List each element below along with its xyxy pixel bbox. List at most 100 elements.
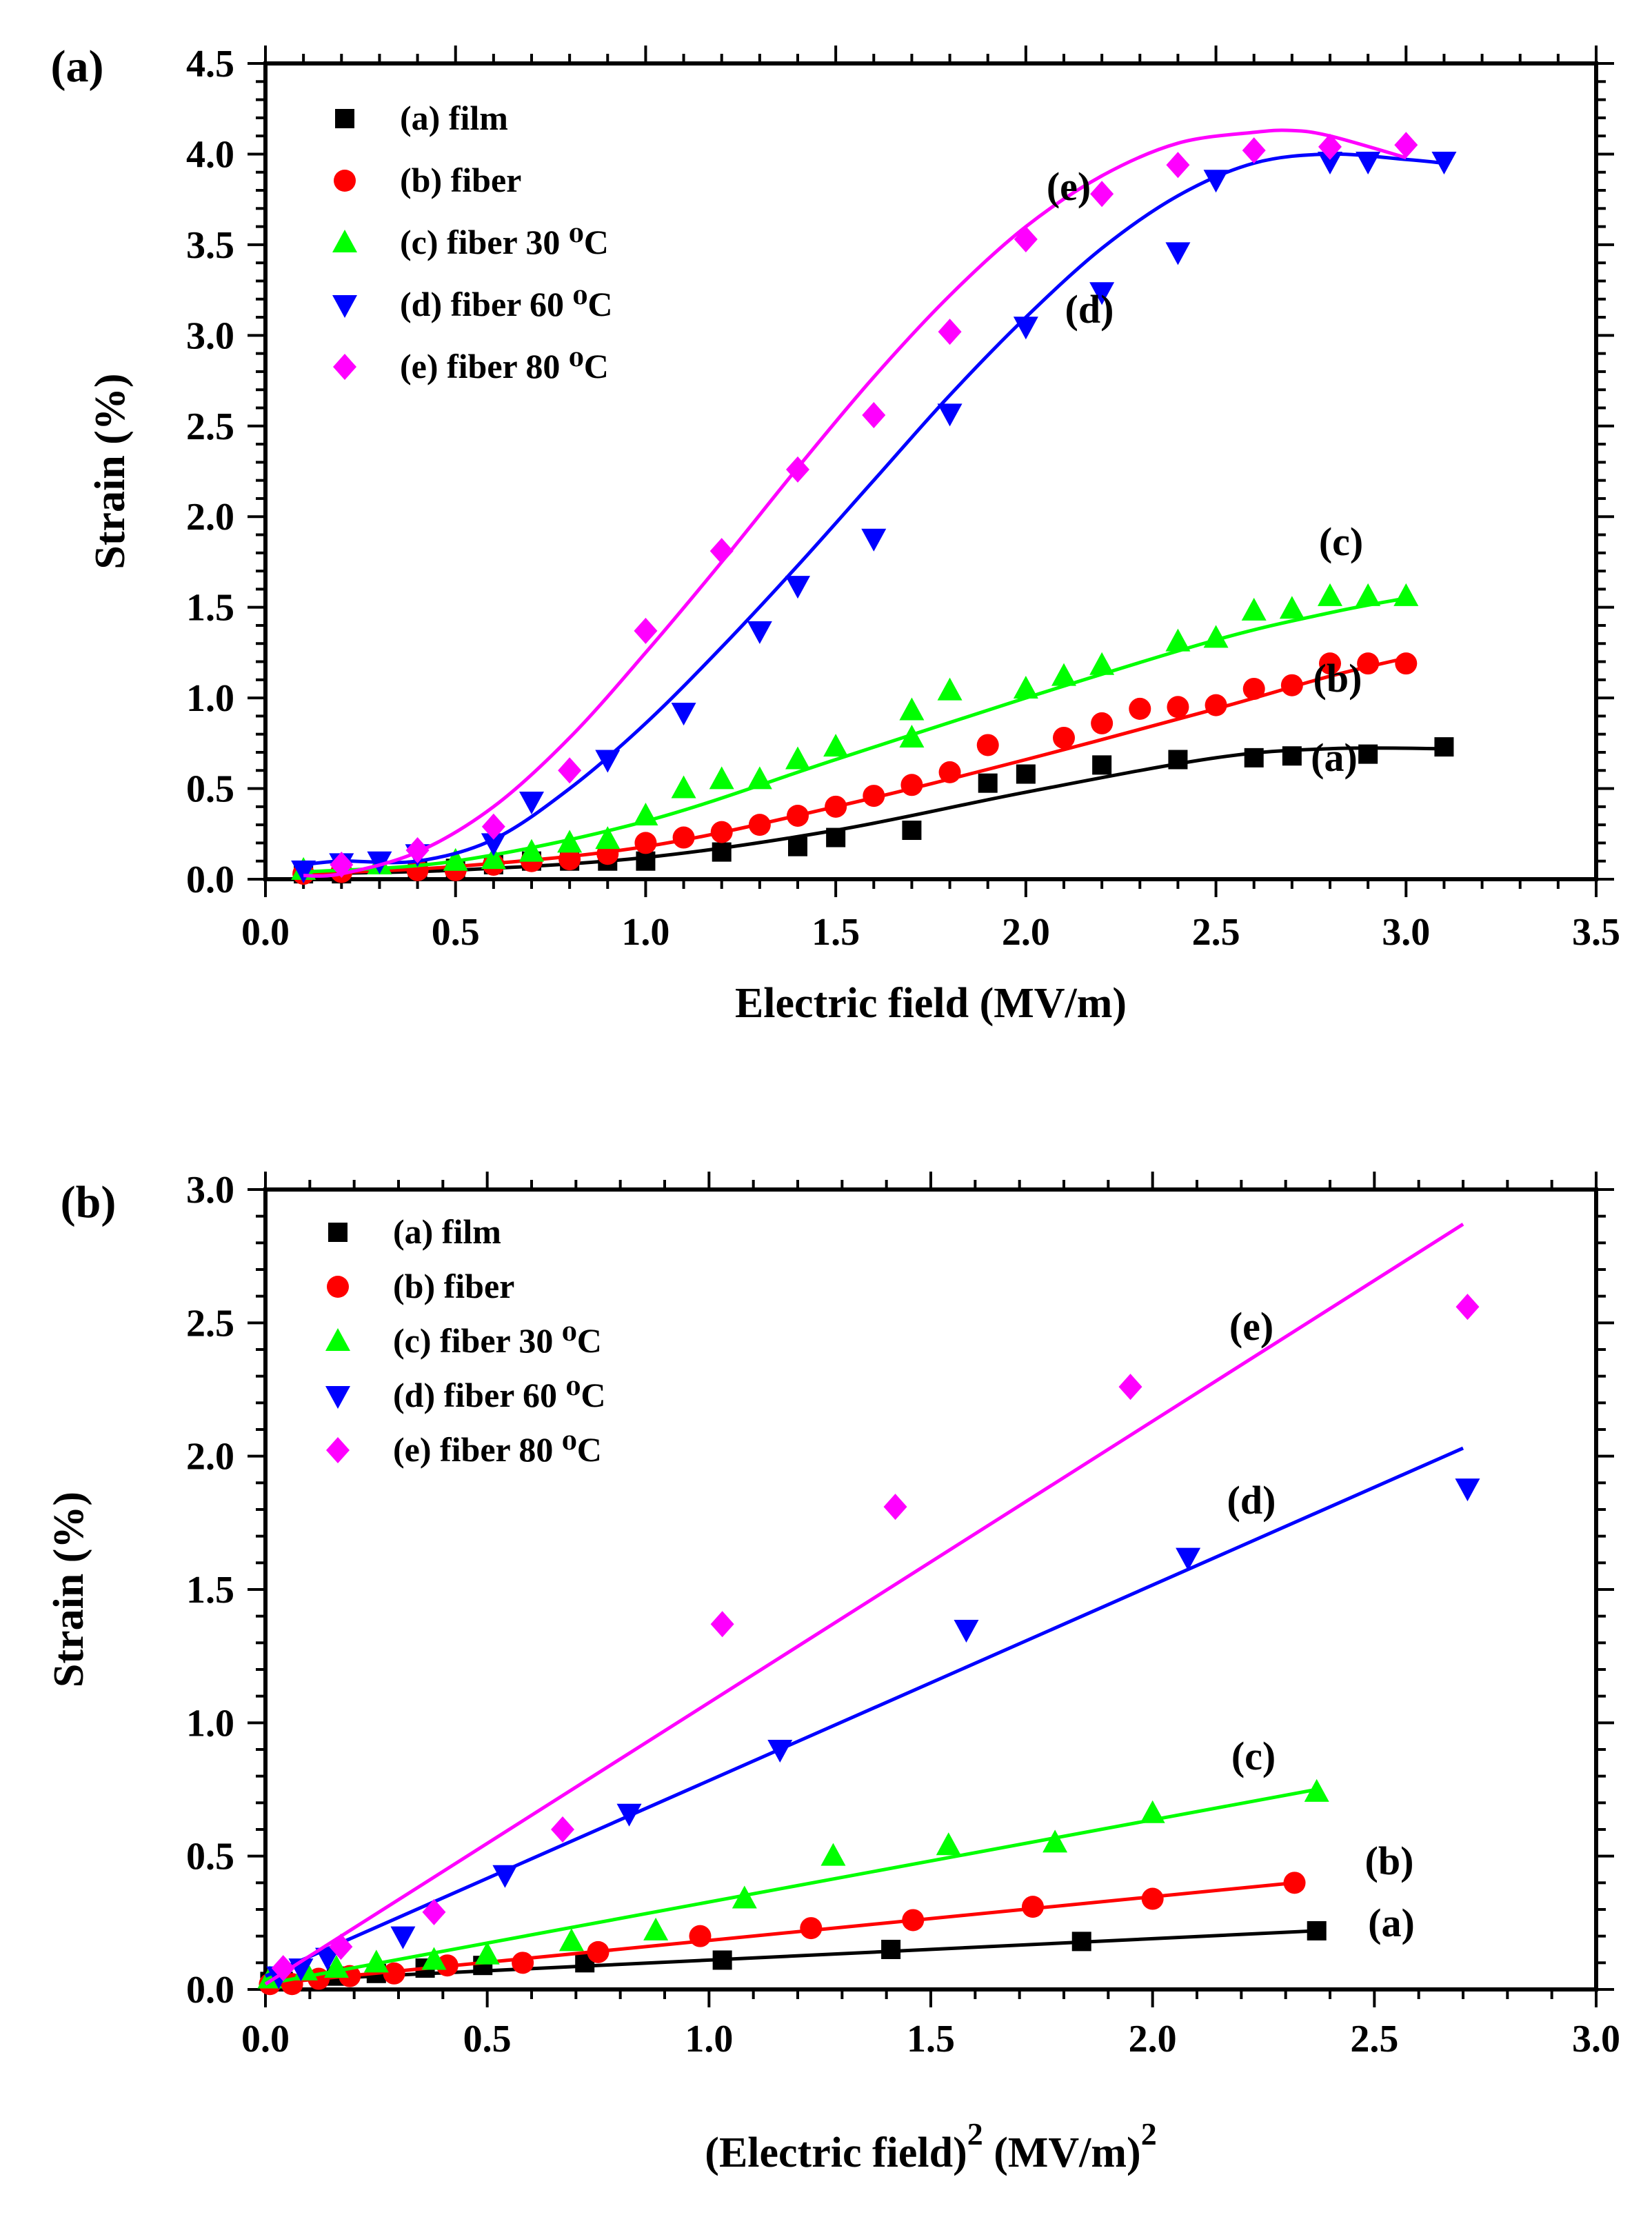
- legend-marker: [332, 230, 357, 252]
- data-point: [636, 851, 656, 871]
- data-point: [709, 538, 734, 565]
- data-point: [481, 813, 505, 840]
- data-point: [315, 1947, 341, 1971]
- x-axis-title: Electric field (MV/m): [735, 980, 1127, 1027]
- data-point: [323, 1955, 349, 1978]
- data-point: [863, 785, 885, 807]
- data-point: [899, 697, 925, 721]
- y-tick-label: 0.0: [186, 859, 234, 901]
- data-point: [1090, 181, 1114, 208]
- data-point: [1089, 652, 1115, 675]
- curve-label: (d): [1227, 1478, 1276, 1523]
- data-point: [558, 1928, 584, 1952]
- data-point: [1283, 1872, 1306, 1894]
- data-point: [363, 1949, 389, 1973]
- data-point: [492, 1865, 518, 1888]
- curve-label: (d): [1065, 287, 1114, 332]
- data-point: [786, 456, 809, 483]
- data-point: [1013, 675, 1038, 699]
- x-tick-label: 0.5: [432, 911, 480, 954]
- data-point: [558, 848, 581, 871]
- data-point: [732, 1885, 757, 1909]
- data-point: [902, 821, 922, 841]
- data-point: [861, 528, 887, 552]
- data-point: [1118, 1374, 1142, 1401]
- panel-label: (b): [61, 1177, 117, 1227]
- legend-entry: (b) fiber: [393, 1267, 514, 1305]
- data-point: [422, 1898, 446, 1925]
- legend-marker: [332, 295, 357, 318]
- data-point: [1016, 764, 1036, 784]
- data-point: [1165, 628, 1191, 652]
- y-tick-label: 2.5: [186, 405, 234, 448]
- legend-marker: [325, 1328, 350, 1351]
- curve-label: (a): [1311, 735, 1358, 780]
- data-point: [1244, 748, 1264, 768]
- data-point: [634, 832, 657, 854]
- x-tick-label: 2.0: [1002, 911, 1050, 954]
- data-point: [1051, 663, 1076, 686]
- data-point: [421, 1947, 447, 1970]
- data-point: [1357, 652, 1380, 675]
- fit-curve: [264, 1446, 1464, 1978]
- data-point: [587, 1940, 610, 1963]
- data-point: [938, 761, 961, 783]
- data-point: [800, 1917, 823, 1940]
- y-tick-label: 0.0: [186, 1969, 234, 2012]
- y-tick-label: 1.0: [186, 677, 234, 720]
- x-tick-label: 2.5: [1192, 911, 1240, 954]
- data-point: [551, 1816, 575, 1843]
- data-point: [443, 847, 468, 871]
- legend-entry: (e) fiber 80 ⁰C: [400, 347, 609, 385]
- data-point: [329, 1934, 353, 1960]
- data-point: [938, 319, 962, 345]
- curve-label: (c): [1319, 519, 1363, 564]
- data-point: [436, 1954, 459, 1977]
- data-point: [1205, 694, 1227, 716]
- y-tick-label: 3.5: [186, 224, 234, 267]
- legend-marker: [335, 109, 354, 128]
- y-tick-label: 3.0: [186, 1169, 234, 1212]
- data-point: [1358, 744, 1378, 764]
- data-point: [689, 1925, 712, 1947]
- x-tick-label: 2.5: [1350, 2018, 1398, 2060]
- data-point: [1318, 133, 1342, 160]
- data-point: [937, 403, 963, 427]
- data-point: [519, 791, 544, 814]
- data-point: [899, 724, 925, 748]
- data-point: [512, 1952, 534, 1974]
- data-point: [937, 677, 963, 701]
- data-point: [1279, 596, 1305, 619]
- data-point: [1167, 696, 1189, 719]
- data-point: [1165, 242, 1191, 265]
- data-point: [1319, 652, 1341, 675]
- data-point: [1318, 151, 1342, 174]
- legend-entry: (b) fiber: [400, 161, 521, 199]
- x-tick-label: 1.5: [907, 2018, 955, 2060]
- data-point: [330, 851, 354, 878]
- legend-entry: (a) film: [393, 1212, 501, 1251]
- data-point: [671, 703, 696, 726]
- x-tick-label: 3.5: [1572, 911, 1620, 954]
- legend-entry: (d) fiber 60 ⁰C: [400, 285, 612, 323]
- data-point: [1393, 583, 1419, 606]
- data-point: [1434, 737, 1454, 757]
- legend-marker: [334, 170, 356, 192]
- fit-curve: [264, 1223, 1464, 1986]
- x-tick-label: 0.5: [463, 2018, 512, 2060]
- data-point: [1318, 583, 1342, 606]
- data-point: [616, 1803, 642, 1827]
- legend-marker: [328, 1223, 347, 1242]
- data-point: [672, 826, 695, 849]
- x-axis-title-part: 2: [1141, 2116, 1157, 2151]
- data-point: [712, 842, 732, 862]
- panel-label: (a): [51, 41, 104, 92]
- data-point: [826, 827, 846, 847]
- x-tick-label: 2.0: [1129, 2018, 1177, 2060]
- data-point: [1176, 1547, 1201, 1571]
- legend-entry: (a) film: [400, 99, 508, 137]
- legend-entry: (e) fiber 80 ⁰C: [393, 1430, 602, 1469]
- data-point: [405, 836, 430, 863]
- legend-marker: [326, 1437, 350, 1463]
